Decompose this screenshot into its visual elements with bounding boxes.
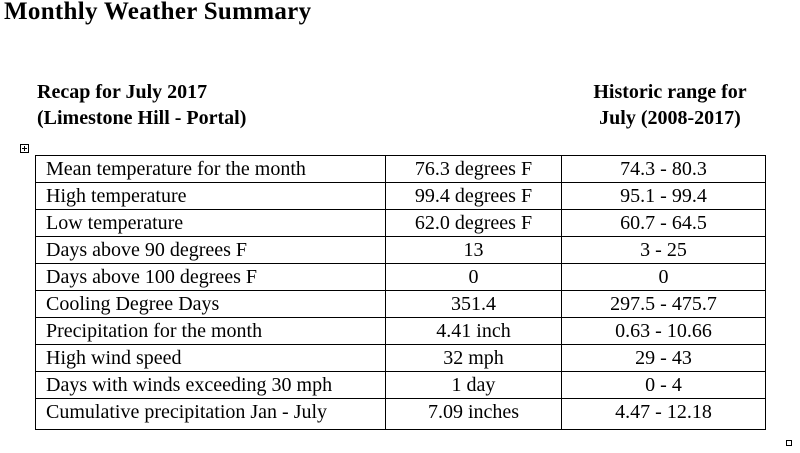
row-range-cell: 74.3 - 80.3	[561, 155, 766, 183]
recap-heading: Recap for July 2017 (Limestone Hill - Po…	[37, 79, 246, 131]
row-label-cell: Precipitation for the month	[35, 317, 386, 345]
row-value-cell: 62.0 degrees F	[385, 209, 562, 237]
row-range-cell: 3 - 25	[561, 236, 766, 264]
row-range-cell: 0 - 4	[561, 371, 766, 399]
row-range-cell: 4.47 - 12.18	[561, 398, 766, 430]
weather-summary-table: Mean temperature for the month 76.3 degr…	[35, 155, 766, 430]
row-range-cell: 29 - 43	[561, 344, 766, 372]
row-label-cell: Mean temperature for the month	[35, 155, 386, 183]
historic-range-heading: Historic range for July (2008-2017)	[560, 79, 780, 131]
row-range-cell: 297.5 - 475.7	[561, 290, 766, 318]
row-value-cell: 32 mph	[385, 344, 562, 372]
page-title: Monthly Weather Summary	[4, 0, 312, 25]
table-row: Days above 100 degrees F 0 0	[35, 263, 766, 291]
row-label-cell: Days with winds exceeding 30 mph	[35, 371, 386, 399]
row-range-cell: 0.63 - 10.66	[561, 317, 766, 345]
row-label-cell: High temperature	[35, 182, 386, 210]
row-value-cell: 7.09 inches	[385, 398, 562, 430]
recap-heading-line-1: Recap for July 2017	[37, 81, 208, 103]
row-label-cell: Cooling Degree Days	[35, 290, 386, 318]
table-row: Days above 90 degrees F 13 3 - 25	[35, 236, 766, 264]
row-value-cell: 351.4	[385, 290, 562, 318]
row-value-cell: 0	[385, 263, 562, 291]
row-range-cell: 0	[561, 263, 766, 291]
historic-heading-line-2: July (2008-2017)	[599, 107, 741, 129]
row-range-cell: 95.1 - 99.4	[561, 182, 766, 210]
row-label-cell: Days above 90 degrees F	[35, 236, 386, 264]
table-row: Days with winds exceeding 30 mph 1 day 0…	[35, 371, 766, 399]
historic-heading-line-1: Historic range for	[593, 81, 747, 103]
row-label-cell: Low temperature	[35, 209, 386, 237]
row-label-cell: Days above 100 degrees F	[35, 263, 386, 291]
row-label-cell: High wind speed	[35, 344, 386, 372]
row-value-cell: 99.4 degrees F	[385, 182, 562, 210]
row-range-cell: 60.7 - 64.5	[561, 209, 766, 237]
table-move-handle-icon[interactable]	[20, 144, 29, 153]
row-value-cell: 4.41 inch	[385, 317, 562, 345]
recap-heading-line-2: (Limestone Hill - Portal)	[37, 107, 247, 129]
table-row: Mean temperature for the month 76.3 degr…	[35, 155, 766, 183]
table-row: Cooling Degree Days 351.4 297.5 - 475.7	[35, 290, 766, 318]
table-row: Cumulative precipitation Jan - July 7.09…	[35, 398, 766, 430]
table-row: Precipitation for the month 4.41 inch 0.…	[35, 317, 766, 345]
table-row: Low temperature 62.0 degrees F 60.7 - 64…	[35, 209, 766, 237]
row-value-cell: 1 day	[385, 371, 562, 399]
table-resize-handle-icon[interactable]	[786, 440, 792, 446]
table-row: High wind speed 32 mph 29 - 43	[35, 344, 766, 372]
table-row: High temperature 99.4 degrees F 95.1 - 9…	[35, 182, 766, 210]
row-label-cell: Cumulative precipitation Jan - July	[35, 398, 386, 430]
row-value-cell: 13	[385, 236, 562, 264]
row-value-cell: 76.3 degrees F	[385, 155, 562, 183]
